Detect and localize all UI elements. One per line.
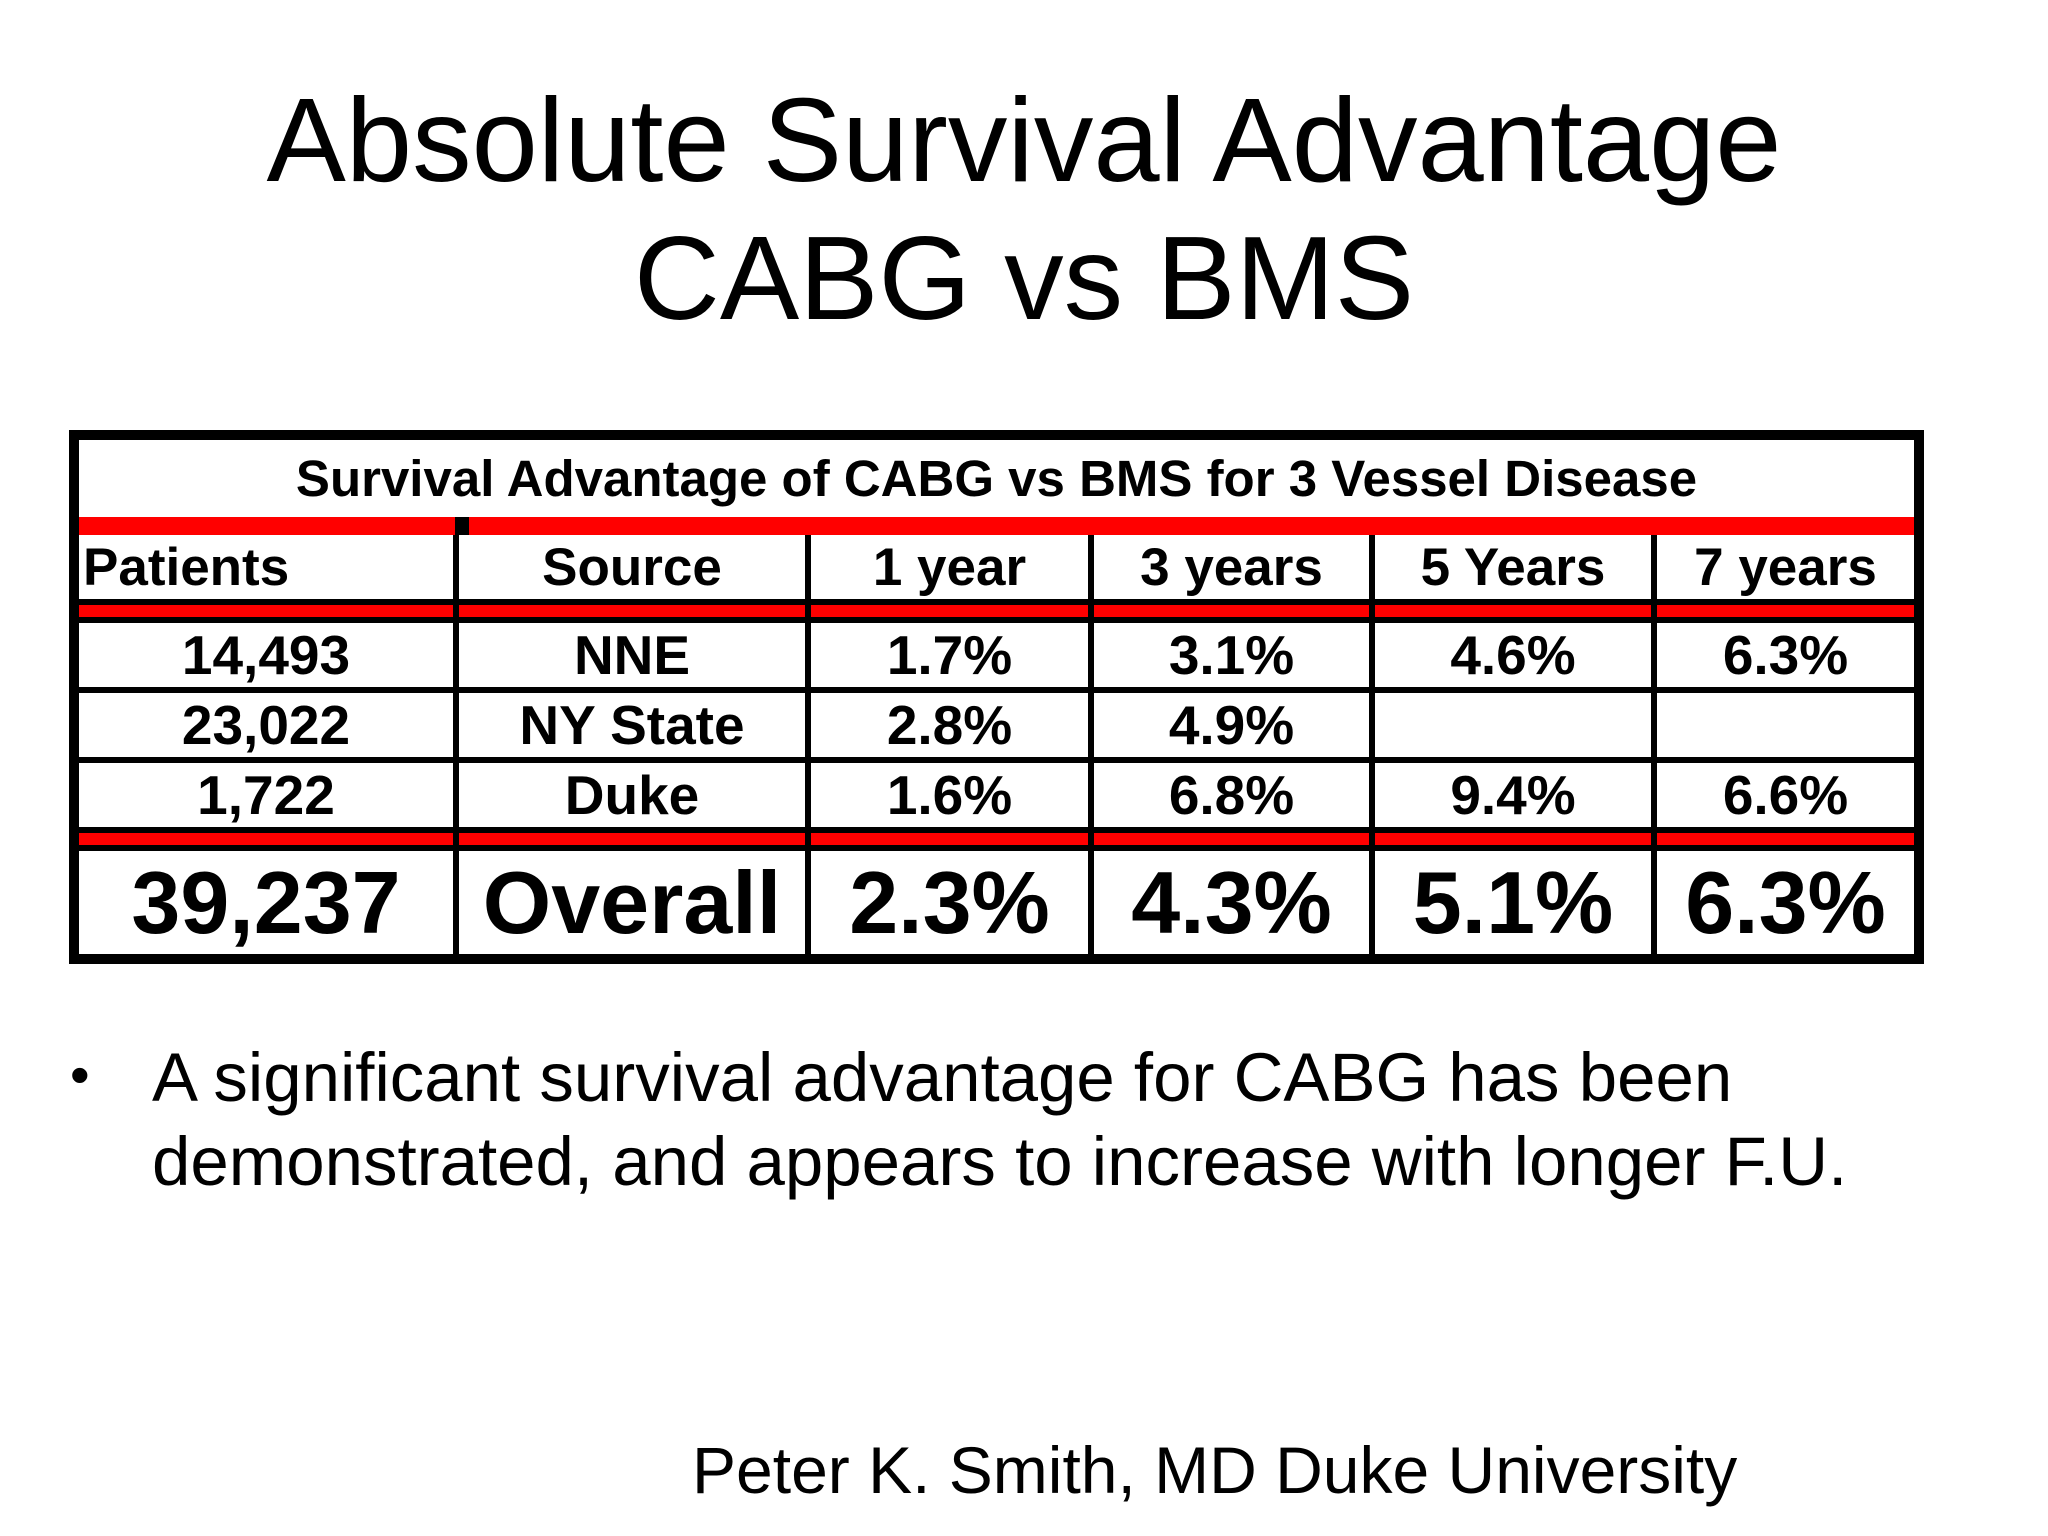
row3-1-year: 1.6% — [886, 764, 1013, 826]
caption-tick — [455, 517, 469, 535]
row2-patients: 23,022 — [181, 694, 351, 756]
col-divider-1 — [453, 535, 459, 954]
col-divider-5 — [1651, 535, 1657, 954]
row2-5-years — [1375, 693, 1651, 757]
header-patients: Patients — [83, 537, 290, 597]
row1-rule — [79, 687, 1914, 693]
row2-3-years: 4.9% — [1168, 694, 1295, 756]
header-rule-bottom — [79, 617, 1914, 623]
total-rule-top — [79, 827, 1914, 833]
total-red-rule — [79, 833, 1914, 845]
header-7-years: 7 years — [1694, 537, 1877, 597]
table-caption: Survival Advantage of CABG vs BMS for 3 … — [295, 450, 1698, 507]
header-source: Source — [542, 537, 722, 597]
row2-rule — [79, 757, 1914, 763]
header-5-years: 5 Years — [1420, 537, 1606, 597]
row2-7-years — [1657, 693, 1914, 757]
header-red-rule — [79, 605, 1914, 617]
row1-5-years: 4.6% — [1450, 624, 1576, 686]
total-rule-bottom — [79, 845, 1914, 851]
total-3-years: 4.3% — [1131, 852, 1332, 952]
row1-patients: 14,493 — [181, 624, 351, 686]
bullet-point-icon: • — [70, 1043, 90, 1106]
total-source: Overall — [482, 852, 782, 952]
header-rule-top — [79, 599, 1914, 605]
row3-3-years: 6.8% — [1168, 764, 1295, 826]
col-divider-2 — [805, 535, 811, 954]
row2-1-year: 2.8% — [886, 694, 1013, 756]
slide-title: Absolute Survival Advantage CABG vs BMS — [0, 72, 2048, 348]
total-patients: 39,237 — [131, 852, 401, 952]
title-line-2: CABG vs BMS — [633, 212, 1415, 345]
survival-table: Survival Advantage of CABG vs BMS for 3 … — [69, 430, 1924, 964]
header-3-years: 3 years — [1140, 537, 1323, 597]
col-divider-4 — [1369, 535, 1375, 954]
total-1-year: 2.3% — [849, 852, 1050, 952]
row1-7-years: 6.3% — [1722, 624, 1849, 686]
header-1-year: 1 year — [872, 537, 1027, 597]
title-line-1: Absolute Survival Advantage — [266, 74, 1782, 207]
total-7-years: 6.3% — [1685, 852, 1886, 952]
row1-3-years: 3.1% — [1168, 624, 1295, 686]
bullet-text: A significant survival advantage for CAB… — [152, 1039, 1848, 1200]
row3-7-years: 6.6% — [1722, 764, 1849, 826]
caption-red-rule — [79, 517, 1914, 535]
col-divider-3 — [1088, 535, 1094, 954]
row2-source: NY State — [519, 694, 745, 756]
row3-source: Duke — [564, 764, 700, 826]
total-5-years: 5.1% — [1412, 852, 1614, 952]
row1-source: NNE — [573, 624, 691, 686]
author-credit: Peter K. Smith, MD Duke University — [692, 1433, 1738, 1507]
row3-patients: 1,722 — [197, 764, 335, 826]
row1-1-year: 1.7% — [886, 624, 1013, 686]
row3-5-years: 9.4% — [1450, 764, 1576, 826]
